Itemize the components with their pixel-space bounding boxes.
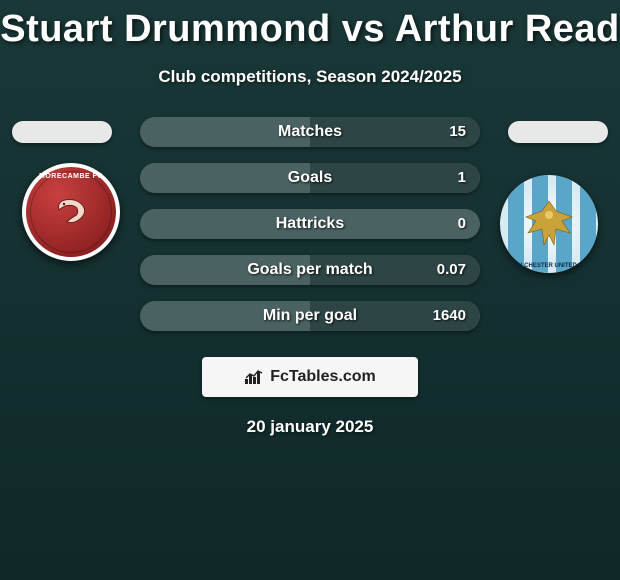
stat-row: Matches15 xyxy=(140,117,480,147)
stat-row: Goals per match0.07 xyxy=(140,255,480,285)
player-right-pill xyxy=(508,121,608,143)
stat-value-right: 1640 xyxy=(433,301,466,331)
date-text: 20 january 2025 xyxy=(0,417,620,437)
stat-value-right: 15 xyxy=(449,117,466,147)
stats-list: Matches15 Goals1 Hattricks0 Goals per match… xyxy=(140,117,480,347)
stat-row: Min per goal1640 xyxy=(140,301,480,331)
stat-label: Goals xyxy=(140,163,480,193)
crest-right-label: COLCHESTER UNITED FC xyxy=(512,263,587,269)
stat-row: Goals1 xyxy=(140,163,480,193)
stat-value-right: 0.07 xyxy=(437,255,466,285)
stat-value-right: 0 xyxy=(458,209,466,239)
stat-label: Hattricks xyxy=(140,209,480,239)
stat-label: Min per goal xyxy=(140,301,480,331)
stat-value-right: 1 xyxy=(458,163,466,193)
bar-chart-icon xyxy=(244,369,264,385)
stat-label: Goals per match xyxy=(140,255,480,285)
eagle-icon xyxy=(514,189,584,259)
player-left-crest: MORECAMBE FC xyxy=(22,163,120,261)
crest-left-label: MORECAMBE FC xyxy=(39,173,103,180)
subtitle: Club competitions, Season 2024/2025 xyxy=(0,67,620,87)
player-right-crest: COLCHESTER UNITED FC xyxy=(500,175,598,273)
comparison-panel: MORECAMBE FC COLCHESTER UNITED FC Matche… xyxy=(0,117,620,347)
stat-label: Matches xyxy=(140,117,480,147)
branding-text: FcTables.com xyxy=(270,368,376,386)
player-left-pill xyxy=(12,121,112,143)
page-title: Stuart Drummond vs Arthur Read xyxy=(0,0,620,51)
stat-row: Hattricks0 xyxy=(140,209,480,239)
shrimp-icon xyxy=(51,192,91,232)
branding-box[interactable]: FcTables.com xyxy=(202,357,418,397)
